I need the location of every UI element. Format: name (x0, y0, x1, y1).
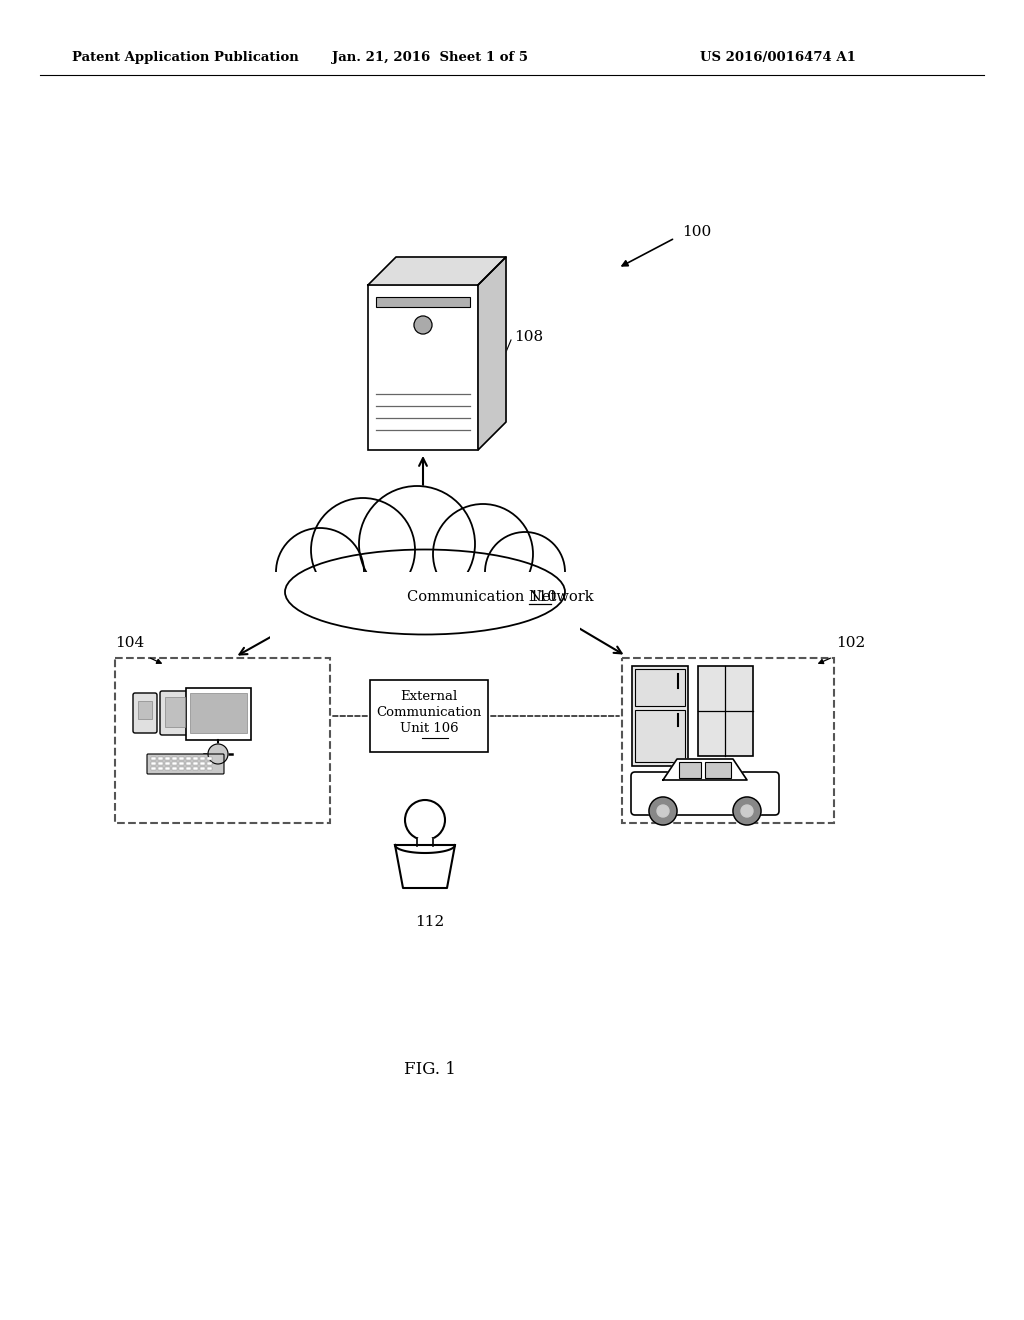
Ellipse shape (285, 549, 565, 635)
Circle shape (657, 805, 669, 817)
Text: US 2016/0016474 A1: US 2016/0016474 A1 (700, 51, 856, 65)
FancyBboxPatch shape (151, 756, 156, 760)
Circle shape (208, 744, 228, 764)
Text: Communication: Communication (377, 706, 481, 719)
FancyBboxPatch shape (165, 756, 170, 760)
Text: 108: 108 (514, 330, 543, 345)
FancyBboxPatch shape (158, 756, 163, 760)
FancyBboxPatch shape (172, 756, 177, 760)
FancyBboxPatch shape (151, 762, 156, 766)
Text: Unit 106: Unit 106 (399, 722, 459, 735)
Polygon shape (663, 759, 746, 780)
FancyBboxPatch shape (165, 697, 185, 727)
Circle shape (741, 805, 753, 817)
Text: 110: 110 (529, 590, 557, 605)
FancyBboxPatch shape (133, 693, 157, 733)
FancyBboxPatch shape (186, 756, 191, 760)
FancyBboxPatch shape (172, 767, 177, 770)
Circle shape (276, 528, 364, 616)
FancyBboxPatch shape (200, 762, 205, 766)
Text: 102: 102 (836, 636, 865, 649)
FancyBboxPatch shape (635, 669, 685, 706)
FancyBboxPatch shape (158, 762, 163, 766)
FancyBboxPatch shape (138, 701, 152, 719)
Polygon shape (478, 257, 506, 450)
Circle shape (359, 486, 475, 602)
FancyBboxPatch shape (207, 762, 212, 766)
FancyBboxPatch shape (631, 772, 779, 814)
Circle shape (406, 800, 445, 840)
FancyBboxPatch shape (622, 657, 834, 822)
FancyBboxPatch shape (207, 767, 212, 770)
FancyBboxPatch shape (186, 762, 191, 766)
FancyBboxPatch shape (165, 762, 170, 766)
Polygon shape (417, 838, 433, 846)
FancyBboxPatch shape (368, 285, 478, 450)
FancyBboxPatch shape (165, 767, 170, 770)
FancyBboxPatch shape (186, 688, 251, 741)
FancyBboxPatch shape (193, 762, 198, 766)
Text: External: External (400, 690, 458, 704)
FancyBboxPatch shape (200, 756, 205, 760)
FancyBboxPatch shape (632, 667, 688, 766)
Polygon shape (395, 845, 455, 888)
FancyBboxPatch shape (376, 297, 470, 308)
FancyBboxPatch shape (179, 767, 184, 770)
Text: Jan. 21, 2016  Sheet 1 of 5: Jan. 21, 2016 Sheet 1 of 5 (332, 51, 528, 65)
Text: 104: 104 (115, 636, 144, 649)
FancyBboxPatch shape (705, 762, 731, 777)
Polygon shape (368, 257, 506, 285)
FancyBboxPatch shape (158, 767, 163, 770)
Circle shape (414, 315, 432, 334)
Circle shape (649, 797, 677, 825)
FancyBboxPatch shape (193, 767, 198, 770)
Text: 100: 100 (682, 224, 712, 239)
FancyBboxPatch shape (179, 756, 184, 760)
Text: Communication Network: Communication Network (407, 590, 598, 605)
FancyBboxPatch shape (270, 572, 580, 652)
Text: 112: 112 (416, 915, 444, 929)
FancyBboxPatch shape (207, 756, 212, 760)
Text: Patent Application Publication: Patent Application Publication (72, 51, 299, 65)
FancyBboxPatch shape (190, 693, 247, 733)
FancyBboxPatch shape (160, 690, 190, 735)
FancyBboxPatch shape (179, 762, 184, 766)
FancyBboxPatch shape (186, 767, 191, 770)
FancyBboxPatch shape (635, 710, 685, 762)
FancyBboxPatch shape (370, 680, 488, 752)
Circle shape (311, 498, 415, 602)
FancyBboxPatch shape (679, 762, 701, 777)
FancyBboxPatch shape (147, 754, 224, 774)
FancyBboxPatch shape (200, 767, 205, 770)
Circle shape (433, 504, 534, 605)
Text: FIG. 1: FIG. 1 (404, 1061, 456, 1078)
Circle shape (485, 532, 565, 612)
Circle shape (733, 797, 761, 825)
FancyBboxPatch shape (698, 667, 753, 756)
FancyBboxPatch shape (193, 756, 198, 760)
FancyBboxPatch shape (115, 657, 330, 822)
FancyBboxPatch shape (172, 762, 177, 766)
FancyBboxPatch shape (151, 767, 156, 770)
